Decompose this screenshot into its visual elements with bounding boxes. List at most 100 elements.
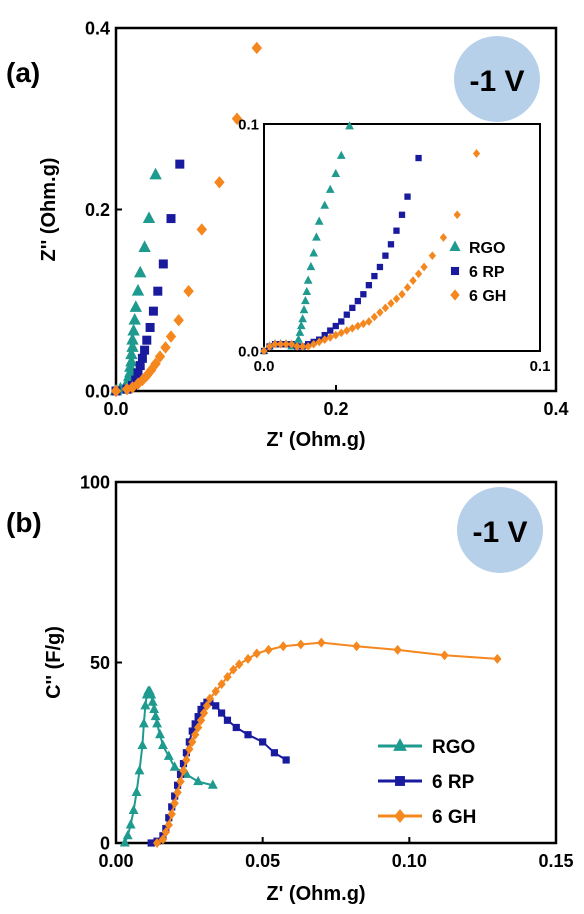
data-point — [343, 311, 350, 318]
data-point — [188, 727, 196, 735]
data-point — [232, 723, 240, 732]
data-point — [439, 233, 448, 242]
data-point — [140, 700, 151, 710]
legend-label: RGO — [432, 737, 475, 758]
data-point — [191, 720, 199, 728]
y-axis-label: Z'' (Ohm.g) — [38, 158, 60, 262]
data-point — [414, 269, 423, 279]
y-axis-label: C'' (F/g) — [43, 626, 65, 699]
x-tick-label: 0.10 — [392, 851, 427, 871]
inset-frame — [263, 123, 541, 352]
data-point — [140, 345, 150, 355]
data-point — [453, 210, 461, 220]
legend-label: 6 GH — [469, 288, 506, 305]
data-point — [360, 291, 367, 298]
data-point — [127, 323, 140, 336]
data-point — [301, 295, 310, 305]
data-point — [173, 314, 184, 327]
series-6-gh — [260, 149, 481, 356]
y-tick-label: 50 — [90, 653, 110, 673]
data-point — [331, 168, 341, 178]
data-point — [223, 716, 232, 724]
data-point — [214, 176, 225, 189]
data-point — [223, 671, 232, 682]
data-point — [472, 149, 481, 158]
data-point — [343, 326, 351, 335]
data-point — [155, 728, 165, 739]
x-axis-label: Z' (Ohm.g) — [266, 883, 365, 905]
x-tick-label: 0.0 — [103, 399, 128, 419]
panel-b: -1 V (b) — [6, 487, 543, 573]
y-tick-label: 0.0 — [85, 381, 110, 401]
data-point — [376, 308, 384, 317]
data-point — [403, 283, 412, 292]
data-point — [134, 265, 147, 278]
data-point — [303, 275, 313, 284]
x-tick-label: 0.4 — [543, 399, 568, 419]
data-point — [345, 121, 354, 130]
data-point — [129, 300, 142, 312]
data-point — [119, 837, 130, 847]
series-6-gh — [110, 41, 262, 398]
data-point — [191, 729, 200, 740]
chart-a-main: 0.0 0.2 0.4 0.0 0.2 0.4 Z' (Ohm.g) Z'' (Ohm.g) — [38, 18, 569, 451]
data-point — [392, 294, 401, 304]
data-point — [235, 659, 244, 670]
data-point — [293, 342, 301, 351]
data-point — [296, 320, 306, 330]
data-point — [128, 804, 139, 815]
data-point — [271, 339, 279, 349]
legend-label: 6 RP — [469, 264, 505, 281]
data-point — [157, 739, 168, 750]
chart-a-inset: 0.0 0.1 0.0 0.1 RGO 6 RP 6 GH — [238, 116, 550, 375]
data-point — [193, 775, 204, 786]
data-point — [276, 339, 285, 349]
series-line — [150, 701, 287, 844]
data-point — [158, 259, 168, 269]
data-point — [326, 333, 334, 342]
data-point — [299, 305, 309, 314]
data-point — [314, 216, 324, 225]
data-point — [146, 689, 157, 699]
data-point — [404, 193, 411, 200]
legend-marker — [450, 289, 460, 301]
data-point — [138, 718, 149, 728]
data-point — [265, 342, 274, 351]
data-point — [309, 248, 319, 257]
panel-a: -1 V (a) — [6, 36, 540, 122]
data-point — [282, 756, 290, 764]
data-point — [179, 759, 188, 768]
data-point — [158, 834, 168, 845]
data-point — [393, 644, 402, 655]
data-point — [212, 702, 220, 710]
x-tick-label: 0.2 — [323, 399, 348, 419]
data-point — [188, 736, 197, 747]
data-point — [336, 150, 346, 159]
data-point — [154, 350, 166, 363]
data-point — [409, 276, 417, 285]
data-point — [376, 263, 384, 271]
data-point — [315, 337, 323, 347]
y-tick-label: 0.2 — [85, 200, 110, 220]
legend-marker — [395, 776, 405, 786]
voltage-badge-b: -1 V — [472, 516, 527, 549]
data-point — [161, 827, 171, 838]
data-point — [137, 353, 147, 363]
data-point — [168, 803, 176, 811]
data-point — [217, 679, 226, 690]
data-point — [145, 322, 155, 332]
x-tick-label: 0.15 — [538, 851, 573, 871]
data-point — [207, 779, 218, 789]
data-point — [349, 304, 356, 312]
data-point — [202, 700, 212, 711]
data-point — [387, 298, 395, 308]
data-point — [131, 283, 145, 296]
voltage-badge-a-bg — [454, 36, 540, 122]
legend-label: RGO — [469, 240, 505, 257]
data-point — [310, 339, 318, 349]
data-point — [193, 722, 203, 733]
data-point — [317, 637, 326, 648]
data-point — [167, 809, 176, 820]
data-point — [365, 317, 373, 326]
data-point — [125, 347, 138, 360]
